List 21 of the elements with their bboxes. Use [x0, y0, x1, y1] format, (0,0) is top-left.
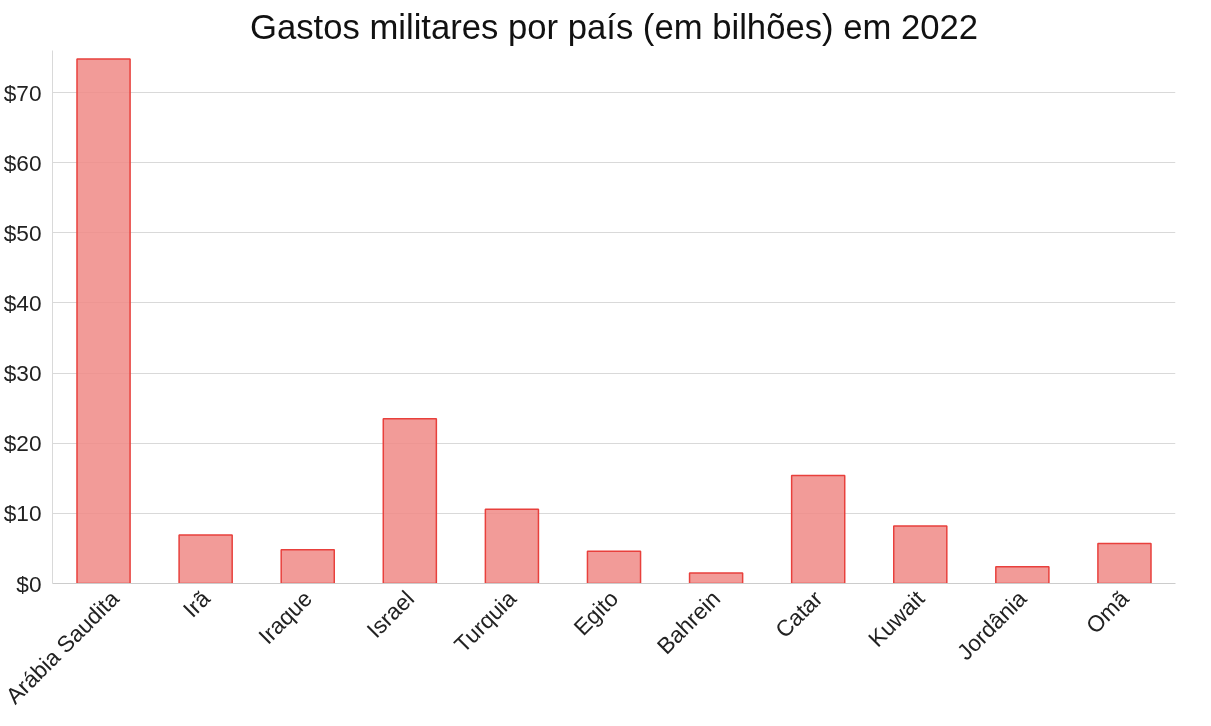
bar: [790, 474, 846, 584]
bar: [280, 549, 336, 584]
bar: [688, 572, 744, 584]
bar: [995, 565, 1050, 584]
y-tick-label: $60: [3, 149, 42, 176]
bar: [76, 58, 131, 584]
y-tick-label: $30: [3, 360, 42, 387]
y-tick-label: $50: [3, 219, 42, 246]
y-tick-label: $20: [3, 430, 42, 457]
chart-title: Gastos militares por país (em bilhões) em 2022: [249, 7, 979, 46]
y-tick-label: $0: [16, 570, 42, 597]
bar: [382, 417, 438, 584]
y-tick-label: $70: [3, 79, 42, 106]
bar: [178, 534, 233, 584]
y-tick-label: $40: [3, 289, 42, 316]
bar: [484, 508, 540, 584]
y-tick-label: $10: [3, 500, 42, 527]
x-tick-label: Irã: [177, 585, 216, 623]
bar: [586, 550, 642, 584]
bar: [892, 525, 948, 584]
bar: [1097, 542, 1152, 584]
